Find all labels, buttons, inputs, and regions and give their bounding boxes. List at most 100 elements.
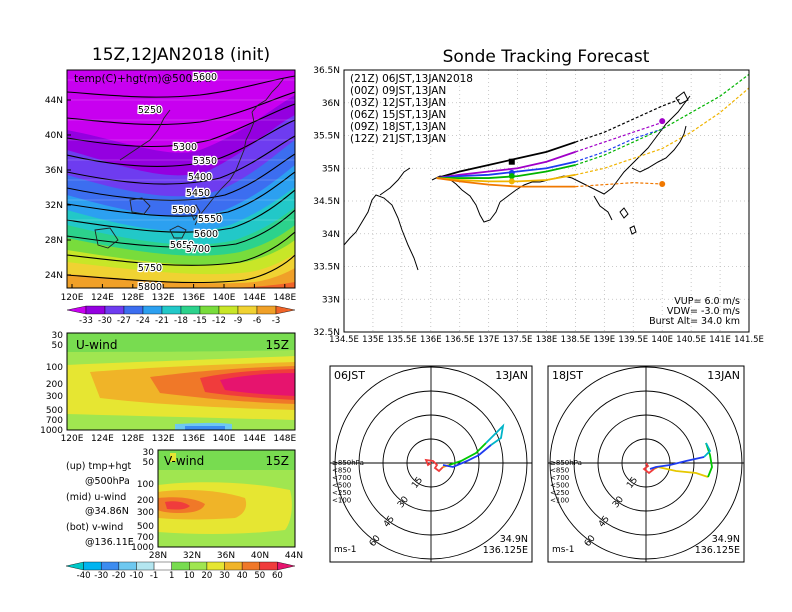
lon-tick-label: 124E xyxy=(91,293,114,303)
hodograph-trace xyxy=(448,442,487,466)
temp-colorbar-label: -30 xyxy=(98,316,112,326)
wind-colorbar-swatch xyxy=(206,561,225,571)
temp-colorbar-label: -9 xyxy=(234,316,242,326)
temp-map: temp(C)+hgt(m)@500hPa 5250 5300 5350 5400 54… xyxy=(45,69,297,303)
param-line: VDW= -3.0 m/s xyxy=(667,306,740,317)
lat-tick-label: 32N xyxy=(45,201,63,211)
note-line: (bot) v-wind xyxy=(66,522,123,533)
vwind-time: 15Z xyxy=(266,454,290,468)
contour-label: 5700 xyxy=(186,244,210,255)
hodograph-level: <700 xyxy=(332,474,351,482)
temp-colorbar-swatch xyxy=(66,305,87,315)
hodograph-time: 18JST xyxy=(552,369,583,382)
legend-entry: (12Z) 21JST,13JAN xyxy=(350,133,446,145)
hodograph-lon: 136.125E xyxy=(695,545,740,556)
wind-colorbar-swatch xyxy=(277,561,296,571)
lat-tick-label: 40N xyxy=(45,131,63,141)
contour-label: 5450 xyxy=(186,188,210,199)
hodograph-trace xyxy=(442,444,492,468)
track-lon-label: 134.5E xyxy=(329,335,359,345)
track-lon-label: 135.5E xyxy=(387,335,417,345)
vwind-pressure-label: 700 xyxy=(137,533,154,543)
track-line-dashed xyxy=(575,73,749,166)
wind-colorbar-swatch xyxy=(171,561,190,571)
contour-label: 5550 xyxy=(198,214,222,225)
temp-colorbar: -33 -30 -27 -24 -21 -18 -15 -12 -9 -6 -3 xyxy=(66,305,296,326)
wind-colorbar-label: 10 xyxy=(184,571,195,581)
lat-tick-label: 28N xyxy=(45,236,63,246)
vwind-label: V-wind xyxy=(164,454,204,468)
hodograph-trace xyxy=(703,442,712,458)
left-title: 15Z,12JAN2018 (init) xyxy=(92,45,270,65)
uwind-pressure-label: 1000 xyxy=(40,426,63,436)
vwind-lat-label: 28N xyxy=(149,551,167,561)
vwind-lat-label: 40N xyxy=(251,551,269,561)
lon-tick-label: 148E xyxy=(273,293,296,303)
uwind-pressure-label: 30 xyxy=(52,331,64,341)
wind-colorbar-swatch xyxy=(65,561,84,571)
track-lon-label: 140E xyxy=(651,335,673,345)
hodograph-time: 06JST xyxy=(334,369,365,382)
uwind-lon-label: 144E xyxy=(243,434,266,444)
note-line: @500hPa xyxy=(85,476,130,487)
hodograph-unit: ms-1 xyxy=(334,545,356,555)
track-line xyxy=(436,177,576,188)
uwind-label: U-wind xyxy=(76,338,117,352)
track-legend: (21Z) 06JST,13JAN2018(00Z) 09JST,13JAN(0… xyxy=(350,73,473,145)
uwind-lon-label: 120E xyxy=(61,434,84,444)
temp-map-frame xyxy=(66,69,296,289)
lon-tick-label: 120E xyxy=(61,293,84,303)
lat-tick-label: 44N xyxy=(45,96,63,106)
hodograph-level: <500 xyxy=(332,482,351,490)
param-line: VUP= 6.0 m/s xyxy=(674,296,740,307)
right-title: Sonde Tracking Forecast xyxy=(443,47,650,67)
hodograph-lat: 34.9N xyxy=(712,534,740,545)
hodograph-level: <850 xyxy=(332,467,351,475)
hodograph-level: <500 xyxy=(550,482,569,490)
legend-entry: (09Z) 18JST,13JAN xyxy=(350,121,446,133)
wind-colorbar-label: -40 xyxy=(77,571,91,581)
track-map: 36.5N 36N 35.5N 35N 34.5N 34N 33.5N 33N 32.5N 13… xyxy=(313,66,764,345)
temp-colorbar-label: -3 xyxy=(272,316,280,326)
temp-colorbar-swatch xyxy=(199,305,220,315)
vwind-pressure-label: 500 xyxy=(137,522,154,532)
track-lat-label: 36N xyxy=(322,99,340,109)
uwind-time: 15Z xyxy=(266,338,290,352)
track-lat-label: 36.5N xyxy=(313,66,340,76)
uwind-lon-label: 136E xyxy=(182,434,205,444)
hodograph-trace xyxy=(642,462,655,475)
track-lon-label: 141.5E xyxy=(734,335,764,345)
uwind-pressure-label: 100 xyxy=(46,363,63,373)
temp-colorbar-swatch xyxy=(256,305,277,315)
wind-colorbar-swatch xyxy=(224,561,243,571)
track-lon-label: 139E xyxy=(594,335,616,345)
track-line xyxy=(436,160,576,179)
hodograph-lon: 136.125E xyxy=(483,545,528,556)
legend-entry: (03Z) 12JST,13JAN xyxy=(350,97,446,109)
uwind-lon-label: 132E xyxy=(152,434,175,444)
track-end-marker xyxy=(659,118,666,125)
track-lat-labels: 36.5N 36N 35.5N 35N 34.5N 34N 33.5N 33N 32.5N xyxy=(313,66,340,338)
track-line xyxy=(436,141,576,179)
temp-colorbar-label: -12 xyxy=(212,316,226,326)
lon-tick-label: 140E xyxy=(213,293,236,303)
wind-colorbar-swatch xyxy=(101,561,120,571)
track-lat-label: 34N xyxy=(322,230,340,240)
legend-entry: (21Z) 06JST,13JAN2018 xyxy=(350,73,473,85)
uwind-lon-label: 128E xyxy=(121,434,144,444)
track-lon-label: 139.5E xyxy=(618,335,648,345)
track-lon-label: 141E xyxy=(709,335,731,345)
contour-label: 5750 xyxy=(138,263,162,274)
sonde-tracks xyxy=(436,73,749,188)
vwind-x-labels: 28N 32N 36N 40N 44N xyxy=(149,551,303,561)
wind-colorbar: -40 -30 -20 -10 -1 1 10 20 30 40 50 60 xyxy=(65,561,296,581)
track-line-dashed xyxy=(575,98,680,143)
temp-field xyxy=(67,70,295,288)
temp-colorbar-swatch xyxy=(85,305,106,315)
wind-colorbar-swatch xyxy=(118,561,137,571)
wind-colorbar-label: -20 xyxy=(112,571,126,581)
contour-labels: 5250530053505400545055005550560056505700… xyxy=(137,71,224,295)
